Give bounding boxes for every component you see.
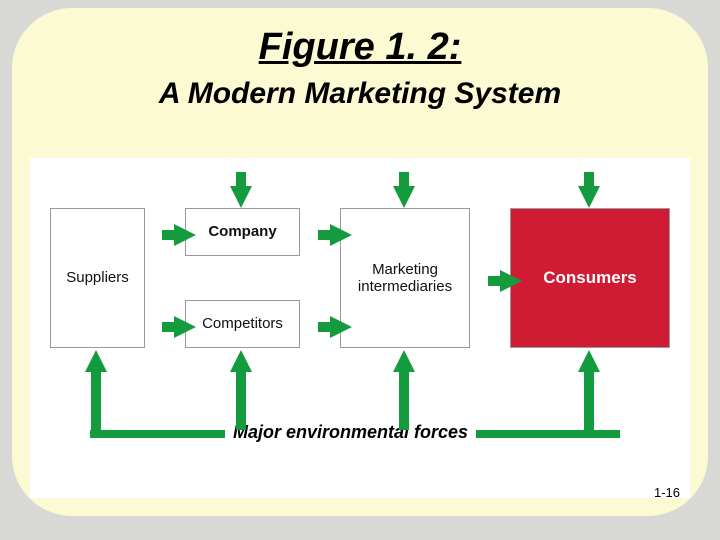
arrow-env-to-intermediaries (393, 350, 415, 372)
stem-env-to-intermediaries (399, 386, 409, 430)
node-suppliers: Suppliers (50, 208, 145, 348)
arrow-top-to-intermediaries (393, 186, 415, 208)
arrow-suppliers-to-competitors (174, 316, 196, 338)
arrow-suppliers-to-company (174, 224, 196, 246)
stem-env-to-suppliers (91, 386, 101, 430)
arrow-company-to-intermediaries (330, 224, 352, 246)
stem-env-to-competitors (236, 386, 246, 430)
node-consumers: Consumers (510, 208, 670, 348)
page-number: 1-16 (654, 485, 680, 500)
node-company: Company (185, 208, 300, 256)
arrow-competitors-to-intermediaries (330, 316, 352, 338)
node-intermediaries: Marketing intermediaries (340, 208, 470, 348)
figure-subtitle: A Modern Marketing System (12, 77, 708, 111)
arrow-env-to-consumers (578, 350, 600, 372)
arrow-env-to-competitors (230, 350, 252, 372)
node-competitors: Competitors (185, 300, 300, 348)
arrow-intermediaries-to-consumers (500, 270, 522, 292)
env-forces-label: Major environmental forces (225, 420, 476, 445)
arrow-top-to-consumers (578, 186, 600, 208)
arrow-top-to-company (230, 186, 252, 208)
slide-card: Figure 1. 2: A Modern Marketing System S… (12, 8, 708, 516)
diagram-canvas: Suppliers Company Competitors Marketing int… (30, 158, 690, 498)
figure-title: Figure 1. 2: (12, 8, 708, 69)
stem-env-to-consumers (584, 386, 594, 430)
arrow-env-to-suppliers (85, 350, 107, 372)
